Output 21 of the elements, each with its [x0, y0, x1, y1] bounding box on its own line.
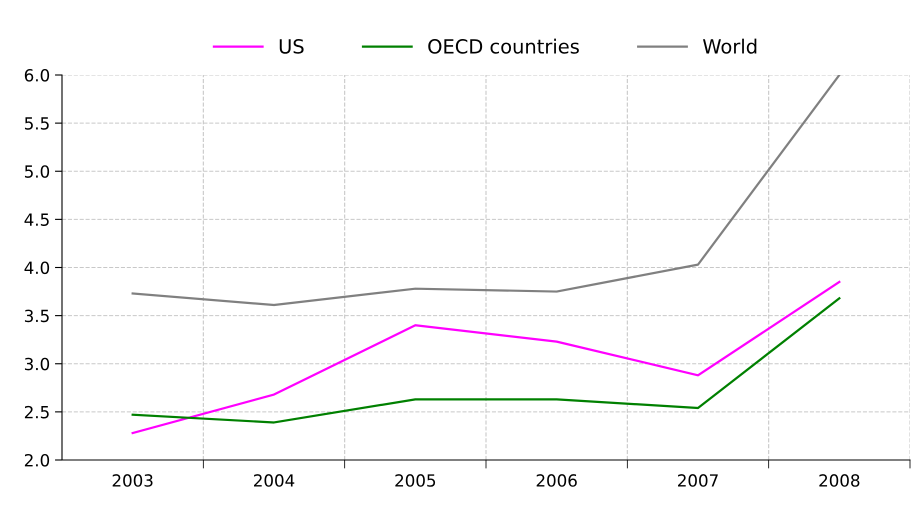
x-tick-label: 2003: [112, 474, 153, 487]
y-tick-label: 3.5: [24, 310, 49, 322]
line-series: [132, 297, 840, 424]
y-tick-label: 5.0: [24, 165, 50, 178]
x-tick-label: 2007: [678, 474, 718, 487]
line-series: [132, 75, 840, 306]
x-tick-label: 2004: [254, 474, 294, 487]
x-tick-label: 2006: [536, 474, 577, 487]
legend-label: US: [280, 39, 304, 54]
x-tick-label: 2005: [395, 474, 436, 487]
x-tick-label: 2008: [819, 474, 860, 487]
y-tick-label: 2.0: [24, 454, 50, 467]
y-tick-label: 3.0: [24, 358, 50, 370]
line-series: [132, 280, 840, 434]
legend-label: OECD countries: [428, 38, 579, 54]
y-tick-label: 4.5: [24, 214, 49, 226]
y-tick-label: 2.5: [24, 406, 49, 418]
y-tick-label: 5.5: [24, 117, 49, 130]
legend-label: World: [702, 38, 756, 54]
y-tick-label: 4.0: [24, 261, 50, 274]
y-tick-label: 6.0: [24, 68, 50, 82]
